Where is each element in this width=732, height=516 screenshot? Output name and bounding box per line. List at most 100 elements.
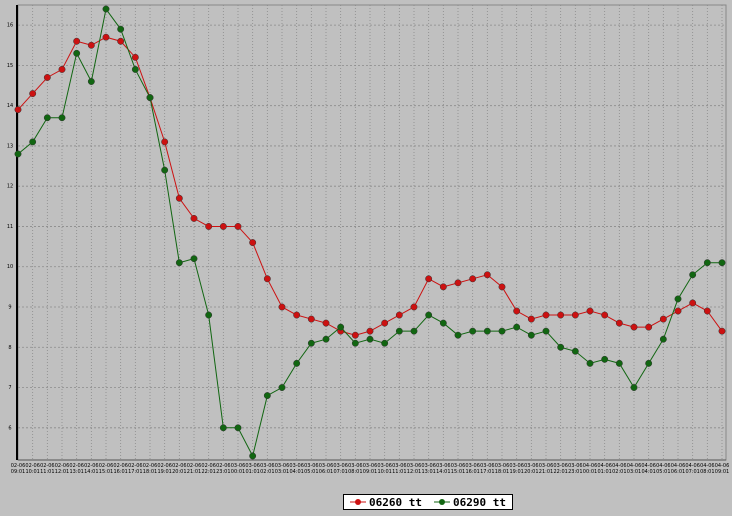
x-tick-label: 04-06 05:01 [656, 463, 671, 475]
legend-swatch [433, 499, 450, 505]
x-tick-label: 02-06 21:01 [186, 463, 202, 475]
legend-label: 06260 tt [369, 495, 422, 509]
data-point [630, 323, 638, 331]
x-tick-label: 02-06 22:01 [201, 463, 216, 475]
data-point [73, 37, 81, 45]
x-tick-label: 02-06 09:01 [10, 463, 26, 475]
data-point [703, 259, 711, 267]
data-point [557, 343, 565, 351]
data-point [102, 33, 110, 41]
legend-item: 06290 tt [433, 495, 506, 509]
data-point [703, 307, 711, 315]
data-point [322, 319, 330, 327]
data-point [234, 424, 242, 432]
x-tick-label: 03-06 13:01 [421, 463, 436, 475]
x-tick-label: 03-06 08:01 [348, 463, 363, 475]
data-point [615, 359, 623, 367]
data-point [307, 339, 315, 347]
data-point [630, 384, 638, 391]
data-point [190, 214, 198, 222]
x-tick-label: 02-06 12:01 [54, 463, 70, 475]
data-point [395, 311, 403, 319]
data-point [278, 384, 286, 391]
data-point [14, 150, 22, 158]
data-point [58, 65, 66, 73]
data-point [131, 53, 139, 61]
data-point [87, 41, 95, 49]
y-tick-label: 16 [7, 23, 13, 29]
y-tick-label: 13 [7, 143, 13, 149]
data-point [410, 327, 418, 335]
data-point [498, 283, 506, 291]
legend: 06260 tt 06290 tt [343, 494, 513, 510]
data-point [146, 94, 154, 102]
data-point [425, 311, 433, 319]
data-point [454, 331, 462, 339]
y-tick-label: 7 [8, 385, 11, 391]
data-point [542, 327, 550, 335]
data-point [249, 452, 257, 460]
x-tick-label: 02-06 23:01 [216, 463, 231, 475]
legend-marker [355, 499, 361, 505]
x-tick-label: 03-06 16:01 [465, 463, 480, 475]
x-tick-label: 04-06 02:01 [612, 463, 627, 475]
legend-item: 06260 tt [350, 496, 422, 509]
data-point [175, 194, 183, 202]
x-tick-label: 03-06 10:01 [377, 463, 392, 475]
data-point [219, 424, 227, 432]
x-tick-label: 02-06 11:01 [40, 463, 55, 475]
data-point [513, 307, 521, 315]
x-tick-label: 04-06 04:01 [641, 463, 656, 475]
x-tick-label: 04-06 08:01 [700, 463, 715, 475]
data-point [351, 331, 359, 339]
data-point [29, 138, 37, 146]
x-tick-label: 03-06 04:01 [289, 463, 304, 475]
data-point [718, 259, 726, 267]
data-point [498, 327, 506, 335]
data-point [14, 106, 22, 114]
x-tick-label: 03-06 21:01 [538, 463, 554, 475]
x-tick-label: 03-06 09:01 [362, 463, 378, 475]
x-tick-label: 04-06 00:01 [582, 463, 598, 475]
data-point [234, 223, 242, 230]
data-point [689, 299, 697, 307]
data-point [43, 114, 51, 122]
data-point [249, 239, 257, 247]
data-point [571, 311, 579, 319]
data-point [366, 335, 374, 343]
data-point [645, 359, 653, 367]
y-tick-label: 12 [7, 184, 13, 190]
data-point [337, 323, 345, 331]
data-point [43, 74, 51, 81]
data-point [322, 335, 330, 343]
y-tick-label: 8 [8, 345, 11, 351]
data-point [87, 78, 95, 85]
plot-area [17, 4, 727, 461]
data-point [351, 339, 359, 347]
x-tick-label: 02-06 13:01 [69, 463, 84, 475]
data-point [601, 355, 609, 363]
data-point [29, 90, 37, 98]
data-point [718, 327, 726, 335]
data-point [190, 255, 198, 263]
data-point [527, 315, 535, 323]
x-tick-label: 03-06 01:01 [245, 463, 260, 475]
x-tick-label: 03-06 05:01 [304, 463, 319, 475]
data-point [527, 331, 535, 339]
legend-label: 06290 tt [452, 495, 506, 509]
data-point [58, 114, 66, 122]
data-point [425, 275, 433, 283]
legend-marker [438, 499, 445, 505]
x-tick-label: 04-06 01:01 [597, 463, 612, 475]
x-tick-label: 03-06 00:01 [230, 463, 246, 475]
data-point [483, 271, 491, 279]
data-point [645, 323, 653, 331]
data-point [293, 359, 301, 367]
x-tick-label: 03-06 20:01 [524, 463, 539, 475]
x-tick-label: 04-06 06:01 [670, 463, 686, 475]
x-tick-label: 03-06 18:01 [494, 463, 510, 475]
data-point [571, 347, 579, 355]
data-point [161, 138, 169, 146]
data-point [469, 327, 477, 335]
data-point [659, 335, 667, 343]
